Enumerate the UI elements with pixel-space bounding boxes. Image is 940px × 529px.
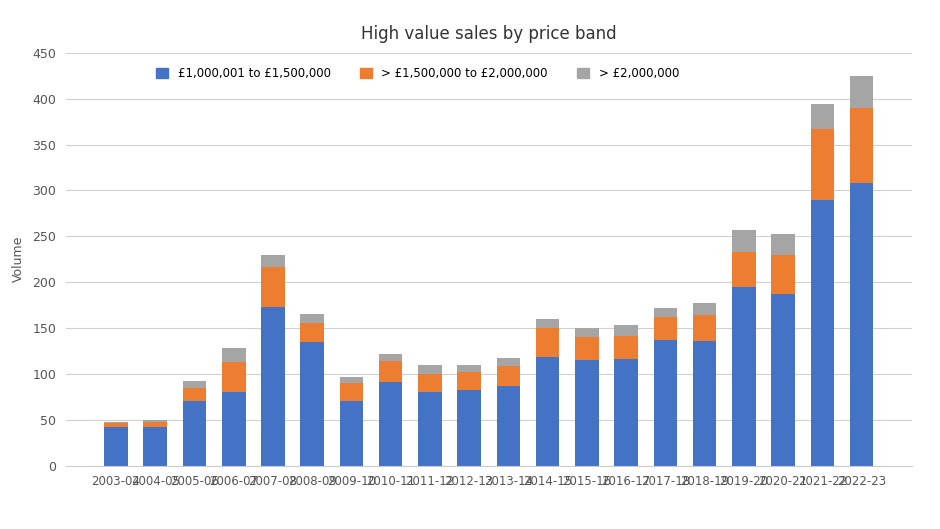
Bar xyxy=(810,199,834,466)
Bar xyxy=(104,423,128,427)
Bar xyxy=(496,366,520,386)
Bar xyxy=(536,357,559,466)
Bar xyxy=(458,390,481,466)
Y-axis label: Volume: Volume xyxy=(12,236,25,282)
Bar xyxy=(732,287,756,466)
Bar xyxy=(222,362,245,392)
Bar xyxy=(850,76,873,108)
Bar xyxy=(222,392,245,466)
Bar xyxy=(693,303,716,315)
Bar xyxy=(772,254,795,294)
Bar xyxy=(653,317,677,340)
Bar xyxy=(339,383,363,402)
Bar xyxy=(301,342,324,466)
Bar xyxy=(379,361,402,382)
Bar xyxy=(418,392,442,466)
Bar xyxy=(144,419,167,423)
Bar xyxy=(575,360,599,466)
Bar xyxy=(261,268,285,307)
Bar xyxy=(182,388,206,402)
Bar xyxy=(222,348,245,362)
Bar xyxy=(339,377,363,383)
Bar xyxy=(339,402,363,466)
Bar xyxy=(182,402,206,466)
Bar xyxy=(418,364,442,374)
Bar xyxy=(653,340,677,466)
Bar xyxy=(693,315,716,341)
Legend: £1,000,001 to £1,500,000, > £1,500,000 to £2,000,000, > £2,000,000: £1,000,001 to £1,500,000, > £1,500,000 t… xyxy=(156,67,679,80)
Bar xyxy=(810,129,834,199)
Bar xyxy=(850,183,873,466)
Bar xyxy=(301,323,324,342)
Bar xyxy=(496,386,520,466)
Bar xyxy=(615,359,638,466)
Bar xyxy=(772,233,795,254)
Bar xyxy=(536,328,559,357)
Bar xyxy=(458,372,481,390)
Title: High value sales by price band: High value sales by price band xyxy=(361,25,617,43)
Bar xyxy=(653,308,677,317)
Bar xyxy=(379,354,402,361)
Bar xyxy=(732,252,756,287)
Bar xyxy=(536,319,559,328)
Bar xyxy=(261,307,285,466)
Bar xyxy=(850,108,873,183)
Bar xyxy=(144,423,167,427)
Bar xyxy=(772,294,795,466)
Bar xyxy=(575,328,599,337)
Bar xyxy=(615,336,638,359)
Bar xyxy=(575,337,599,360)
Bar xyxy=(104,422,128,423)
Bar xyxy=(732,230,756,252)
Bar xyxy=(301,314,324,323)
Bar xyxy=(418,374,442,392)
Bar xyxy=(693,341,716,466)
Bar xyxy=(458,364,481,372)
Bar xyxy=(261,254,285,268)
Bar xyxy=(379,382,402,466)
Bar xyxy=(810,104,834,129)
Bar xyxy=(496,358,520,366)
Bar xyxy=(182,381,206,388)
Bar xyxy=(104,427,128,466)
Bar xyxy=(144,427,167,466)
Bar xyxy=(615,325,638,336)
